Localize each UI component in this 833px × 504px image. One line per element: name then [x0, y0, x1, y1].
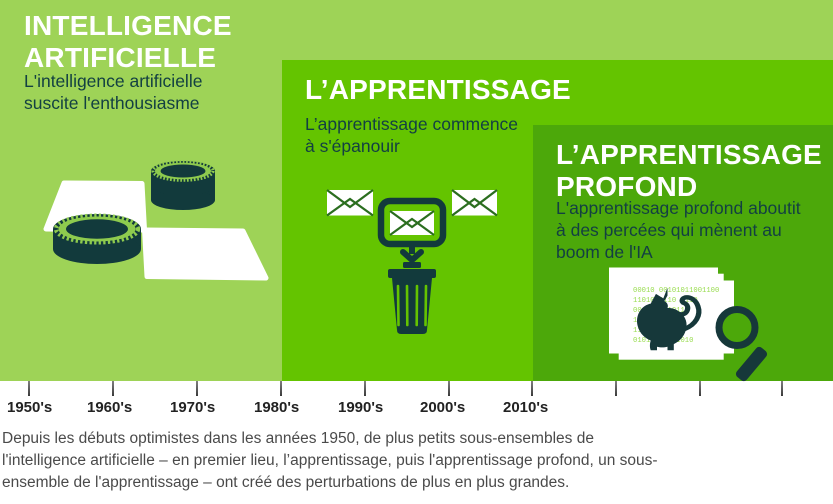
svg-text:00010 00101011001100: 00010 00101011001100 [633, 287, 719, 295]
